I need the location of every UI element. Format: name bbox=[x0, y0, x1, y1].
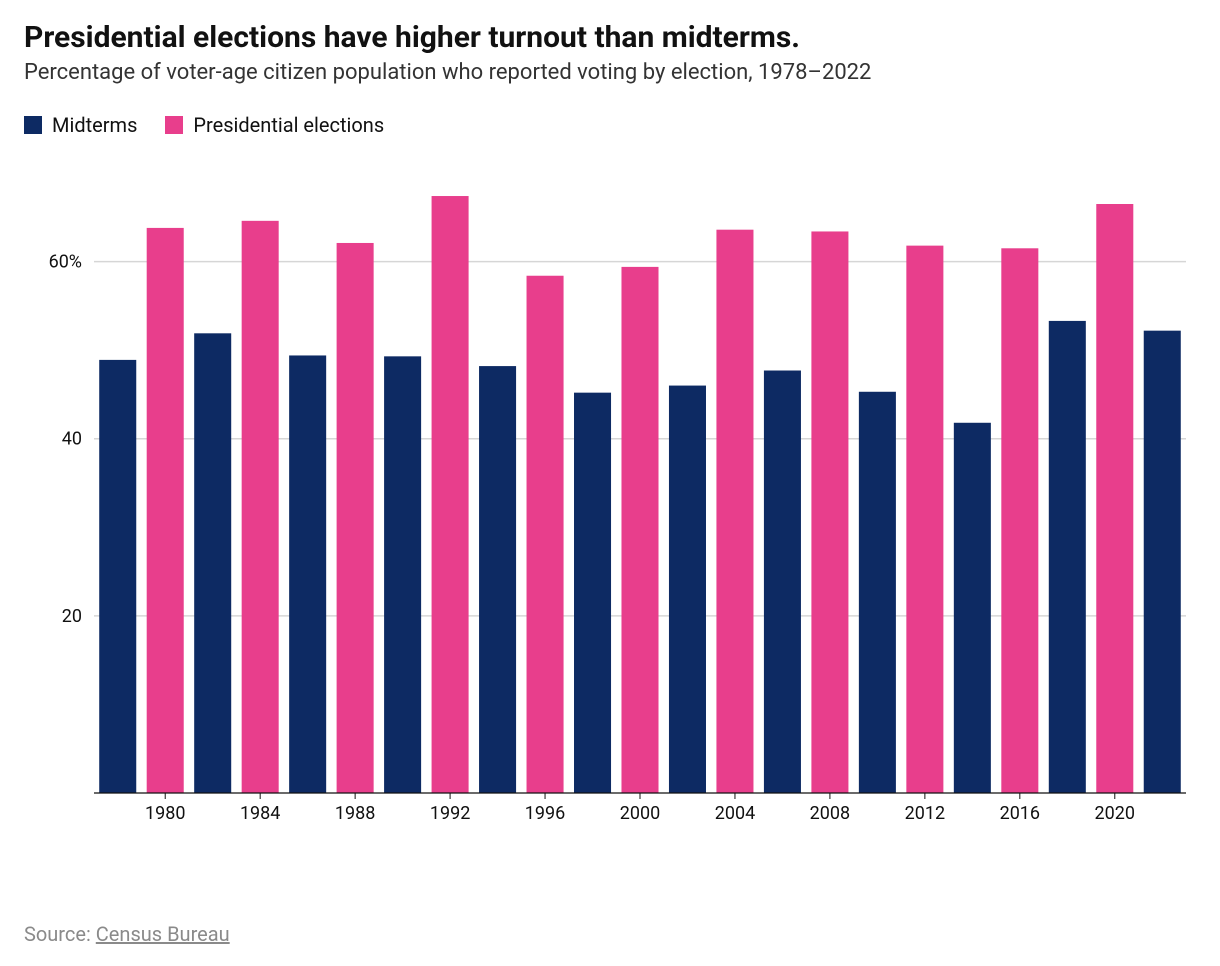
bar bbox=[289, 355, 326, 793]
source-attribution: Source: Census Bureau bbox=[24, 922, 230, 946]
bar bbox=[1096, 204, 1133, 793]
x-axis-tick-label: 1980 bbox=[145, 803, 185, 824]
bar bbox=[384, 356, 421, 793]
bar bbox=[811, 231, 848, 793]
source-link[interactable]: Census Bureau bbox=[96, 922, 230, 946]
bar bbox=[147, 228, 184, 793]
bar bbox=[1049, 321, 1086, 793]
x-axis-tick-label: 1996 bbox=[525, 803, 565, 824]
legend-label-presidential: Presidential elections bbox=[193, 113, 384, 137]
chart-title: Presidential elections have higher turno… bbox=[24, 20, 1196, 56]
x-axis-tick-label: 1988 bbox=[335, 803, 375, 824]
y-axis-tick-label: 60% bbox=[49, 252, 82, 273]
bar bbox=[621, 267, 658, 793]
x-axis-tick-label: 1984 bbox=[240, 803, 280, 824]
bar bbox=[242, 221, 279, 793]
bar bbox=[764, 371, 801, 793]
bar bbox=[194, 333, 231, 793]
bar bbox=[432, 196, 469, 793]
turnout-bar-chart: 20 40 60% 1980 1984 1988 1992 1996 2000 2004 2008 2… bbox=[24, 163, 1196, 833]
bar bbox=[954, 423, 991, 793]
x-axis-tick-label: 2000 bbox=[620, 803, 660, 824]
legend-item-presidential: Presidential elections bbox=[165, 113, 384, 137]
source-prefix: Source: bbox=[24, 922, 96, 946]
legend: Midterms Presidential elections bbox=[24, 113, 1196, 137]
y-axis-tick-label: 40 bbox=[62, 429, 82, 450]
legend-swatch-midterms bbox=[24, 116, 42, 134]
bar bbox=[906, 246, 943, 793]
bar bbox=[716, 230, 753, 793]
chart-subtitle: Percentage of voter-age citizen populati… bbox=[24, 60, 1196, 85]
x-axis-tick-label: 2012 bbox=[905, 803, 945, 824]
bar bbox=[527, 276, 564, 793]
bar bbox=[337, 243, 374, 793]
legend-item-midterms: Midterms bbox=[24, 113, 137, 137]
bar bbox=[669, 386, 706, 793]
x-axis-tick-label: 2004 bbox=[715, 803, 755, 824]
x-axis-tick-label: 2016 bbox=[1000, 803, 1040, 824]
legend-label-midterms: Midterms bbox=[52, 113, 137, 137]
y-axis-tick-label: 20 bbox=[62, 606, 82, 627]
bar bbox=[99, 360, 136, 793]
bar bbox=[479, 366, 516, 793]
bar bbox=[1001, 248, 1038, 793]
chart-area: 20 40 60% 1980 1984 1988 1992 1996 2000 2004 2008 2… bbox=[24, 163, 1196, 833]
x-axis-tick-label: 2008 bbox=[810, 803, 850, 824]
x-axis-tick-label: 1992 bbox=[430, 803, 470, 824]
legend-swatch-presidential bbox=[165, 116, 183, 134]
bar bbox=[859, 392, 896, 793]
page: Presidential elections have higher turno… bbox=[0, 0, 1220, 966]
bar bbox=[1144, 331, 1181, 793]
bar bbox=[574, 393, 611, 793]
x-axis-tick-label: 2020 bbox=[1095, 803, 1135, 824]
